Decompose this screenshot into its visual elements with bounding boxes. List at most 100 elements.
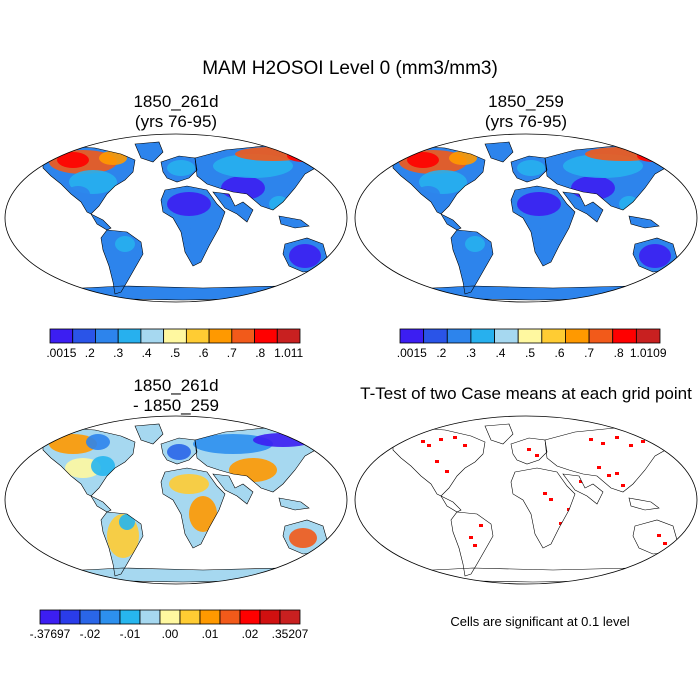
cb1-swatch bbox=[276, 328, 301, 344]
map4-map-border bbox=[354, 415, 698, 585]
cb3-swatch bbox=[99, 609, 121, 625]
cb3-swatch bbox=[179, 609, 201, 625]
map4-significant-cell bbox=[527, 448, 531, 451]
map4-significant-cell bbox=[641, 440, 645, 443]
map1-field-patch bbox=[99, 151, 127, 165]
map1-outline-north-america bbox=[42, 145, 136, 215]
cb1-swatch bbox=[231, 328, 255, 344]
map3-field-patch bbox=[86, 434, 110, 450]
cb2-swatch bbox=[446, 328, 472, 344]
map3-outline-north-america bbox=[42, 427, 136, 497]
map2-field-patch bbox=[449, 151, 477, 165]
map4-significant-cell bbox=[649, 438, 653, 441]
map1-outline-europe bbox=[160, 155, 198, 183]
map3-field-patch bbox=[169, 474, 209, 494]
cb3-tick-label: .35207 bbox=[272, 627, 309, 641]
map4-outline-greenland bbox=[484, 423, 514, 445]
map4-significant-cell bbox=[601, 442, 605, 445]
map4-outline-southeast-asia-islands bbox=[628, 497, 660, 511]
panel4-title: T-Test of two Case means at each grid po… bbox=[360, 384, 692, 403]
map-case2 bbox=[354, 133, 698, 303]
map2-outline-greenland bbox=[484, 141, 514, 163]
map4-significant-cell bbox=[463, 444, 467, 447]
map4-outline-south-america bbox=[450, 511, 494, 577]
map1-outline-southeast-asia-islands bbox=[278, 215, 310, 229]
cb3-swatch bbox=[279, 609, 301, 625]
map4-significant-cell bbox=[469, 536, 473, 539]
cb2-tick-label: .6 bbox=[555, 346, 565, 360]
panel1-title: 1850_261d (yrs 76-95) bbox=[46, 92, 306, 132]
map4-significant-cell bbox=[607, 474, 611, 477]
panel2-title-line1: 1850_259 bbox=[488, 92, 564, 111]
cb1-tick-label: .8 bbox=[255, 346, 265, 360]
map3-outline-south-america bbox=[100, 511, 144, 577]
map3-outline-arabia-india bbox=[212, 473, 254, 505]
map1-field-patch bbox=[167, 160, 195, 176]
cb2-swatch bbox=[635, 328, 661, 344]
map2-field-patch bbox=[407, 152, 439, 168]
map4-significant-cell bbox=[657, 534, 661, 537]
map4-outline-north-america bbox=[392, 427, 486, 497]
map1-outline-central-america bbox=[90, 213, 112, 231]
map4-outline-arabia-india bbox=[562, 473, 604, 505]
cb3-tick-label: .00 bbox=[162, 627, 179, 641]
cb1-swatch bbox=[208, 328, 233, 344]
cb2-tick-label: .8 bbox=[614, 346, 624, 360]
cb2-swatch bbox=[541, 328, 566, 344]
cb1-tick-label: .2 bbox=[85, 346, 95, 360]
cb2-swatch bbox=[612, 328, 637, 344]
map4-significant-cell bbox=[559, 522, 563, 525]
cb2-swatch bbox=[565, 328, 590, 344]
cb3-swatch bbox=[79, 609, 101, 625]
map4-outline-africa bbox=[510, 467, 576, 549]
map4-significant-cell bbox=[615, 472, 619, 475]
map4-significant-cell bbox=[663, 542, 667, 545]
cb2-tick-label: .2 bbox=[436, 346, 446, 360]
cb3-swatch bbox=[39, 609, 61, 625]
cb2-swatch bbox=[399, 328, 425, 344]
cb2-tick-label: .4 bbox=[495, 346, 505, 360]
cb3-swatch bbox=[199, 609, 221, 625]
map4-outline-central-america bbox=[440, 495, 462, 513]
panel1-title-line1: 1850_261d bbox=[133, 92, 219, 111]
panel2-title-line2: (yrs 76-95) bbox=[484, 112, 568, 131]
cb2-swatch bbox=[588, 328, 614, 344]
cb2-swatch bbox=[470, 328, 495, 344]
cb2-tick-label: .3 bbox=[466, 346, 476, 360]
map4-significant-cell bbox=[535, 454, 539, 457]
map2-outline-africa bbox=[510, 185, 576, 267]
map4-significant-cell bbox=[653, 436, 657, 439]
significance-note: Cells are significant at 0.1 level bbox=[450, 614, 630, 629]
cb1-tick-label: .0015 bbox=[46, 346, 76, 360]
map3-outline-central-america bbox=[90, 495, 112, 513]
map3-outline-africa bbox=[160, 467, 226, 549]
map1-outline-south-america bbox=[100, 229, 144, 295]
map4-significant-cell bbox=[439, 438, 443, 441]
map4-significant-cell bbox=[597, 466, 601, 469]
cb2-tick-label: .5 bbox=[525, 346, 535, 360]
map1-outline-africa bbox=[160, 185, 226, 267]
cb1-swatch bbox=[49, 328, 74, 344]
map4-significant-cell bbox=[621, 484, 625, 487]
map3-outline-southeast-asia-islands bbox=[278, 497, 310, 511]
map4-significant-cell bbox=[479, 524, 483, 527]
map4-significant-cell bbox=[427, 444, 431, 447]
cb3-swatch bbox=[59, 609, 81, 625]
cb1-swatch bbox=[140, 328, 165, 344]
map4-significant-cell bbox=[589, 438, 593, 441]
map4-significant-cell bbox=[421, 440, 425, 443]
map2-outline-europe bbox=[510, 155, 548, 183]
cb2-tick-label: 1.0109 bbox=[630, 346, 667, 360]
cb3-tick-label: .02 bbox=[242, 627, 259, 641]
map1-field-patch bbox=[115, 236, 135, 252]
map1-field-patch bbox=[167, 192, 211, 216]
cb3-swatch bbox=[139, 609, 161, 625]
cb1-tick-label: .3 bbox=[113, 346, 123, 360]
map1-map-border bbox=[4, 133, 348, 303]
cb3-tick-label: -.37697 bbox=[30, 627, 71, 641]
panel3-title-line1: 1850_261d bbox=[133, 376, 219, 395]
map4-significant-cell bbox=[549, 498, 553, 501]
map3-field-patch bbox=[119, 514, 135, 530]
panel2-title: 1850_259 (yrs 76-95) bbox=[396, 92, 656, 132]
map4-outline-europe bbox=[510, 437, 548, 465]
